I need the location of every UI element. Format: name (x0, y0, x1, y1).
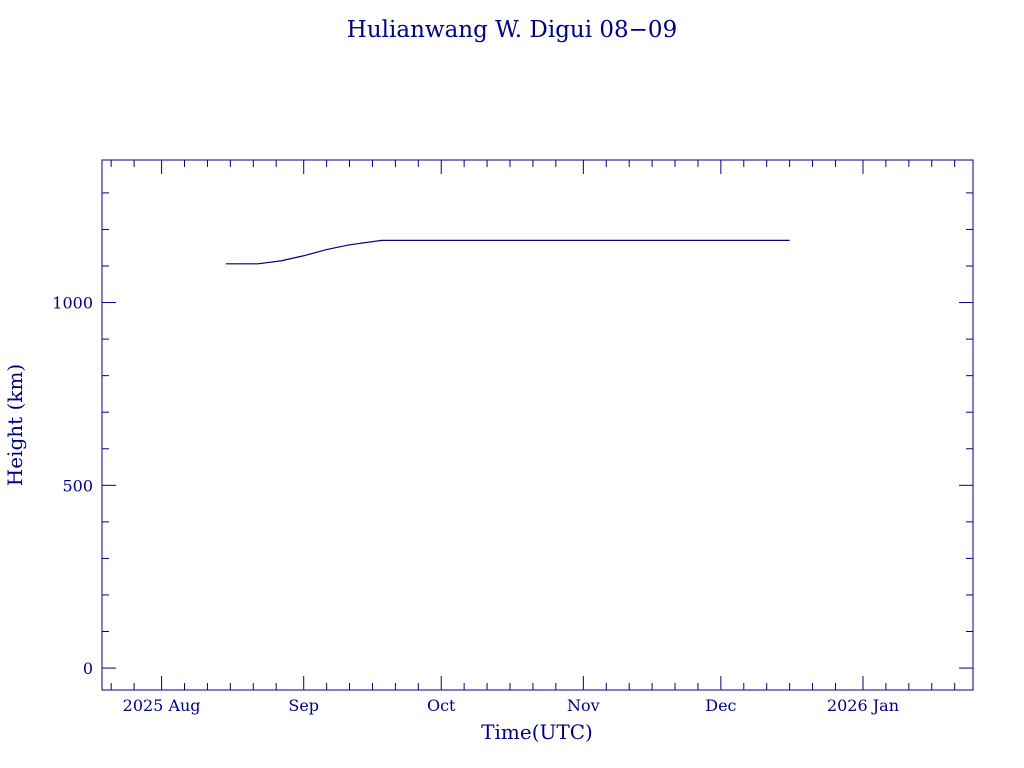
x-tick-label: Sep (288, 696, 319, 715)
axis-ticks (102, 160, 973, 690)
y-tick-label: 500 (62, 476, 93, 495)
x-tick-label: Dec (705, 696, 736, 715)
y-tick-label: 0 (83, 659, 93, 678)
y-tick-label: 1000 (52, 294, 93, 313)
plot-frame (101, 159, 974, 691)
height-series-line (225, 239, 790, 265)
x-tick-label: Oct (427, 696, 456, 715)
x-tick-label: Nov (567, 696, 600, 715)
chart-title: Hulianwang W. Digui 08−09 (347, 17, 677, 43)
series-layer (225, 239, 790, 265)
x-tick-label: 2025 Aug (123, 696, 201, 715)
x-tick-label: 2026 Jan (827, 696, 899, 715)
y-axis-label: Height (km) (3, 364, 27, 486)
x-axis-label: Time(UTC) (481, 720, 593, 744)
tick-labels: 2025 Aug Sep Oct Nov Dec 2026 Jan 0 500 1000 (52, 294, 899, 715)
